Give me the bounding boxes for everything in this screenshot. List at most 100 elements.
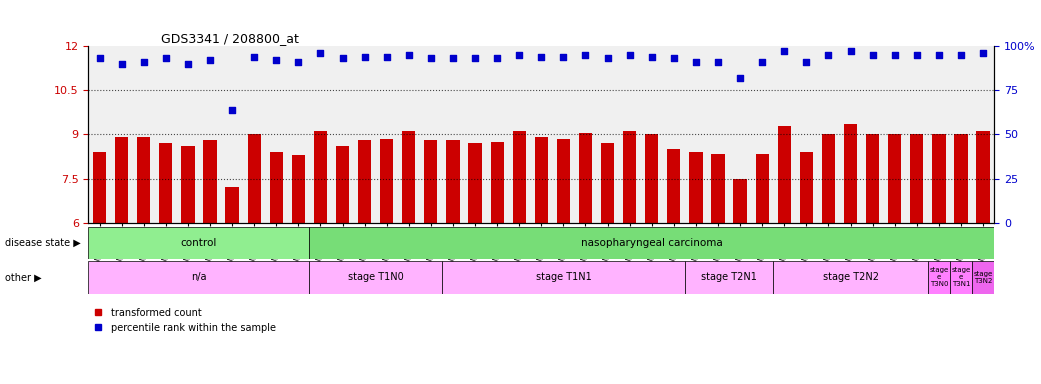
- FancyBboxPatch shape: [685, 261, 773, 294]
- Text: stage T2N2: stage T2N2: [822, 272, 879, 283]
- Point: [643, 54, 660, 60]
- Point: [600, 55, 616, 61]
- Bar: [248, 134, 261, 223]
- Point: [356, 54, 373, 60]
- Bar: [844, 124, 857, 223]
- Bar: [955, 134, 968, 223]
- Point: [621, 52, 638, 58]
- Point: [334, 55, 351, 61]
- Point: [423, 55, 439, 61]
- Point: [533, 54, 550, 60]
- Bar: [468, 143, 482, 223]
- Point: [820, 52, 837, 58]
- Text: stage
T3N2: stage T3N2: [973, 271, 993, 284]
- Point: [113, 61, 130, 67]
- Bar: [512, 131, 526, 223]
- Bar: [358, 140, 372, 223]
- Text: other ▶: other ▶: [5, 272, 42, 283]
- Text: stage T1N0: stage T1N0: [348, 272, 404, 283]
- Point: [577, 52, 593, 58]
- Point: [202, 57, 219, 63]
- Point: [688, 59, 705, 65]
- Point: [887, 52, 904, 58]
- Bar: [336, 146, 349, 223]
- Bar: [226, 187, 238, 223]
- Text: control: control: [181, 238, 218, 248]
- Bar: [93, 152, 106, 223]
- Bar: [734, 179, 746, 223]
- Point: [909, 52, 925, 58]
- FancyBboxPatch shape: [88, 227, 309, 259]
- Bar: [447, 140, 459, 223]
- Bar: [667, 149, 681, 223]
- Point: [864, 52, 881, 58]
- Point: [157, 55, 174, 61]
- Point: [290, 59, 307, 65]
- Text: stage
e
T3N1: stage e T3N1: [951, 267, 970, 288]
- Bar: [866, 134, 880, 223]
- Point: [732, 75, 748, 81]
- Point: [754, 59, 770, 65]
- Text: stage
e
T3N0: stage e T3N0: [930, 267, 948, 288]
- Point: [511, 52, 528, 58]
- Point: [798, 59, 815, 65]
- Text: disease state ▶: disease state ▶: [5, 238, 81, 248]
- Bar: [645, 134, 658, 223]
- Bar: [933, 134, 945, 223]
- Bar: [203, 140, 217, 223]
- Point: [224, 107, 240, 113]
- Bar: [689, 152, 703, 223]
- Bar: [601, 143, 614, 223]
- Bar: [425, 140, 437, 223]
- Point: [135, 59, 152, 65]
- Point: [401, 52, 417, 58]
- Text: nasopharyngeal carcinoma: nasopharyngeal carcinoma: [581, 238, 722, 248]
- Bar: [579, 133, 592, 223]
- Bar: [115, 137, 128, 223]
- Point: [489, 55, 506, 61]
- Point: [776, 48, 792, 55]
- Point: [931, 52, 947, 58]
- Point: [842, 48, 859, 55]
- Bar: [799, 152, 813, 223]
- Point: [555, 54, 572, 60]
- Bar: [910, 134, 923, 223]
- Bar: [756, 154, 769, 223]
- Point: [466, 55, 483, 61]
- Text: n/a: n/a: [192, 272, 207, 283]
- Bar: [557, 139, 570, 223]
- Bar: [270, 152, 283, 223]
- FancyBboxPatch shape: [773, 261, 928, 294]
- Bar: [380, 139, 393, 223]
- Point: [246, 54, 262, 60]
- Point: [974, 50, 991, 56]
- Point: [953, 52, 969, 58]
- Point: [179, 61, 196, 67]
- Point: [665, 55, 682, 61]
- FancyBboxPatch shape: [972, 261, 994, 294]
- FancyBboxPatch shape: [928, 261, 950, 294]
- Bar: [402, 131, 415, 223]
- Legend: transformed count, percentile rank within the sample: transformed count, percentile rank withi…: [94, 308, 276, 333]
- Point: [378, 54, 395, 60]
- Point: [312, 50, 329, 56]
- Bar: [888, 134, 902, 223]
- Bar: [490, 142, 504, 223]
- Bar: [624, 131, 636, 223]
- Bar: [137, 137, 150, 223]
- Text: stage T2N1: stage T2N1: [702, 272, 757, 283]
- Text: GDS3341 / 208800_at: GDS3341 / 208800_at: [161, 32, 299, 45]
- Text: stage T1N1: stage T1N1: [535, 272, 591, 283]
- Bar: [976, 131, 990, 223]
- Bar: [313, 131, 327, 223]
- Bar: [778, 126, 791, 223]
- Point: [268, 57, 284, 63]
- FancyBboxPatch shape: [309, 261, 442, 294]
- Point: [710, 59, 727, 65]
- Bar: [711, 154, 725, 223]
- Point: [445, 55, 461, 61]
- FancyBboxPatch shape: [442, 261, 685, 294]
- Bar: [535, 137, 548, 223]
- FancyBboxPatch shape: [950, 261, 972, 294]
- Bar: [181, 146, 195, 223]
